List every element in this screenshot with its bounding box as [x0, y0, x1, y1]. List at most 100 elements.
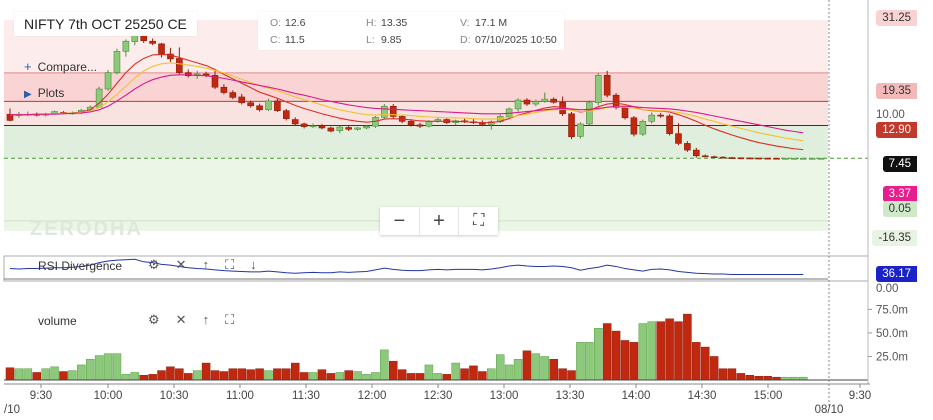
volume-bar	[585, 342, 594, 381]
volume-bar	[335, 372, 345, 381]
volume-bar	[371, 372, 380, 381]
candle-body	[799, 157, 807, 160]
price-zone-band	[4, 125, 828, 159]
candle-body	[381, 105, 388, 118]
volume-bar	[451, 362, 460, 381]
triangle-right-icon: ▶	[24, 89, 32, 100]
arrow-up-icon[interactable]: ↑	[202, 312, 210, 327]
candle-body	[666, 115, 673, 134]
gear-icon[interactable]: ⚙	[148, 257, 160, 272]
fit-screen-button[interactable]: ⛶	[473, 212, 485, 229]
candle-body	[274, 100, 281, 111]
volume-bar	[700, 346, 710, 381]
high-value: 13.35	[381, 17, 408, 29]
candle-body	[541, 98, 549, 102]
volume-axis-label: 25.0m	[876, 351, 908, 363]
gear-icon[interactable]: ⚙	[148, 312, 160, 327]
volume-bar	[139, 375, 148, 381]
volume-bar	[130, 372, 140, 381]
volume-bar	[478, 371, 487, 381]
candle-body	[149, 40, 156, 44]
volume-bar	[23, 368, 33, 381]
volume-bar	[567, 370, 576, 381]
volume-bar	[495, 354, 505, 381]
date-label-left: /10	[4, 404, 20, 416]
time-axis-label: 13:00	[490, 390, 519, 402]
candle-body	[639, 121, 647, 135]
rsi-panel-frame	[3, 255, 869, 282]
candle-body	[701, 155, 709, 158]
volume-bar	[647, 321, 656, 381]
volume-bar	[175, 368, 184, 381]
time-axis-label: 12:00	[358, 390, 387, 402]
candle-body	[176, 58, 183, 73]
rsi-value-badge: 36.17	[876, 266, 917, 282]
volume-bar	[282, 368, 291, 381]
maximize-icon[interactable]: ⛶	[225, 257, 235, 272]
volume-bar	[513, 359, 523, 381]
volume-bar	[665, 318, 674, 381]
volume-bar	[192, 370, 202, 381]
plots-link[interactable]: ▶ Plots	[24, 86, 64, 100]
candle-body	[550, 98, 557, 103]
volume-bar	[727, 368, 737, 381]
volume-bar	[709, 356, 719, 381]
volume-bar	[362, 374, 371, 381]
candle-body	[514, 99, 522, 110]
zoom-out-button[interactable]: −	[380, 207, 420, 235]
time-axis-label: 12:30	[424, 390, 453, 402]
maximize-icon[interactable]: ⛶	[225, 312, 235, 327]
volume-bar	[184, 373, 193, 381]
volume-panel-label: volume	[38, 314, 77, 328]
candle-body	[657, 114, 664, 117]
volume-bar	[148, 374, 157, 381]
volume-bar	[353, 371, 362, 381]
candle-body	[612, 94, 620, 108]
volume-bar	[442, 374, 451, 381]
compare-link[interactable]: + Compare...	[24, 59, 97, 74]
price-level-badge: 3.37	[882, 186, 917, 202]
zoom-in-button[interactable]: +	[420, 207, 460, 235]
volume-bar	[531, 353, 541, 381]
time-axis-label: 11:00	[226, 390, 254, 402]
arrow-down-icon[interactable]: ↓	[250, 257, 257, 272]
volume-bar	[469, 365, 478, 381]
candle-body	[737, 157, 745, 160]
rsi-panel-label: RSI Divergence	[38, 259, 123, 273]
time-axis-label: 10:30	[160, 390, 189, 402]
volume-bar	[246, 369, 255, 381]
volume-bar	[5, 367, 15, 381]
candle-body	[728, 157, 736, 159]
volume-bar	[611, 330, 621, 381]
close-icon[interactable]: ✕	[175, 312, 187, 327]
plots-label: Plots	[37, 86, 65, 100]
volume-bar	[683, 313, 692, 381]
volume-bar	[308, 372, 318, 381]
volume-bar	[745, 375, 755, 381]
volume-bar	[59, 371, 68, 381]
rsi-line	[9, 258, 804, 275]
candle-body	[407, 121, 415, 126]
candle-body	[122, 40, 130, 52]
volume-bar	[754, 375, 763, 381]
volume-bar	[290, 362, 300, 381]
candle-body	[577, 123, 584, 137]
candle-body	[354, 127, 361, 130]
candle-body	[675, 133, 682, 144]
candle-body	[808, 157, 816, 160]
candle-body	[238, 96, 246, 104]
volume-bar	[424, 364, 434, 381]
ohlc-panel: O: 12.6 H: 13.35 V: 17.1 M C: 11.5 L: 9.…	[258, 12, 564, 50]
price-level-badge: 12.90	[876, 122, 917, 138]
volume-bar	[157, 370, 166, 381]
price-level-badge: -16.35	[872, 230, 917, 246]
close-icon[interactable]: ✕	[175, 257, 187, 272]
arrow-up-icon[interactable]: ↑	[202, 257, 210, 272]
volume-bar	[504, 364, 514, 381]
candle-body	[265, 100, 272, 111]
ema-yellow-line	[10, 62, 804, 142]
volume-bar	[41, 368, 50, 381]
date-label-right: 08/10	[815, 404, 844, 416]
time-axis-label: 14:00	[622, 390, 651, 402]
volume-bar	[433, 373, 443, 381]
